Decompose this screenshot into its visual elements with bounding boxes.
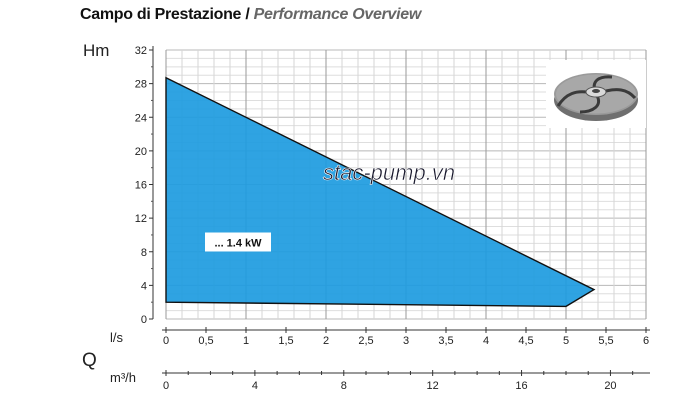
x-tick-label-m3h: 0 [163,380,169,392]
power-label-box [205,232,271,252]
x-tick-label-ls: 3 [403,335,409,347]
y-tick-label: 12 [135,213,147,225]
y-tick-label: 8 [141,247,147,259]
x-tick-label-ls: 0 [163,335,169,347]
title-english: Performance Overview [253,6,422,23]
x-tick-label-ls: 5 [563,335,569,347]
x-tick-label-ls: 1,5 [278,335,293,347]
x-tick-label-ls: 4,5 [518,335,533,347]
axes: 0 4 8 12 16 20 24 28 32 Hm 0 0,5 1 1,5 2 2,5 3 3,5 4 4,5 5 5,… [82,41,650,392]
series-area [165,76,596,308]
marks: ... 1.4 kW [165,76,596,308]
x-tick-label-m3h: 8 [341,380,347,392]
flow-symbol: Q [82,350,97,371]
x-tick-label-ls: 2 [323,335,329,347]
y-tick-label: 32 [135,45,147,57]
y-tick-label: 16 [135,180,147,192]
y-tick-label: 20 [135,146,147,158]
x-tick-label-ls: 5,5 [598,335,613,347]
x-tick-label-m3h: 16 [515,380,527,392]
impeller-image [546,60,646,128]
y-tick-label: 24 [135,112,147,124]
y-axis-label: Hm [83,41,109,60]
x-tick-label-m3h: 20 [604,380,616,392]
x-unit-m3h: m³/h [110,370,136,385]
x-tick-label-ls: 0,5 [198,335,213,347]
power-label: ... 1.4 kW [214,238,262,250]
chart-title: Campo di Prestazione / Performance Overv… [80,6,421,24]
title-separator: / [245,6,250,23]
x-tick-label-m3h: 4 [252,380,258,392]
x-tick-label-ls: 2,5 [358,335,373,347]
watermark-text: stac-pump.vn [323,160,455,185]
x-tick-label-ls: 1 [243,335,249,347]
x-tick-label-ls: 4 [483,335,489,347]
x-tick-label-ls: 6 [643,335,649,347]
x-tick-label-ls: 3,5 [438,335,453,347]
x-tick-label-m3h: 12 [427,380,439,392]
x-unit-ls: l/s [110,330,124,345]
y-tick-label: 0 [141,314,147,326]
y-tick-label: 28 [135,79,147,91]
title-italian: Campo di Prestazione [80,6,242,23]
y-tick-label: 4 [141,280,147,292]
